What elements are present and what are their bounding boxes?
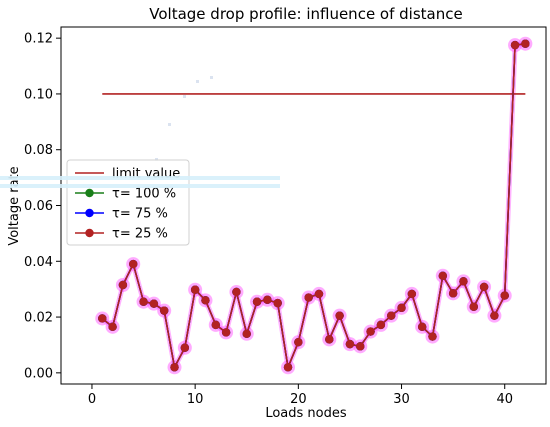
series-point (211, 320, 220, 330)
series-point (180, 343, 190, 352)
series-point (159, 306, 169, 315)
series-point (335, 311, 344, 320)
scan-artifact-dot (183, 95, 186, 98)
x-tick-label: 40 (496, 392, 513, 407)
scan-artifact-dot (196, 80, 199, 83)
y-tick-label: 0.02 (24, 311, 53, 326)
series-point (459, 277, 468, 286)
series-point (521, 39, 530, 48)
x-axis-label: Loads nodes (265, 406, 347, 421)
series-point (314, 289, 324, 299)
plot-area (95, 36, 533, 375)
series-point (417, 322, 427, 332)
legend-label: τ= 100 % (112, 187, 176, 202)
series-point (366, 327, 375, 336)
y-tick-label: 0.00 (24, 366, 53, 381)
series-point (232, 287, 241, 297)
series-point (118, 280, 128, 290)
scan-artifact-band (0, 176, 280, 180)
series-point (201, 296, 210, 305)
series-point (108, 322, 117, 332)
y-tick-label: 0.06 (24, 199, 53, 214)
x-axis: 0 10 20 30 40 (88, 384, 513, 407)
series-point (242, 329, 251, 338)
series-point (325, 335, 334, 344)
legend-swatch-marker (85, 208, 94, 218)
series-point (510, 40, 520, 50)
x-tick-label: 0 (88, 392, 96, 407)
series-point (387, 311, 396, 320)
series-point (407, 289, 417, 299)
legend-label: τ= 75 % (112, 207, 168, 222)
legend-swatch-marker (85, 228, 94, 238)
series-point (490, 311, 499, 320)
series-point (438, 271, 448, 280)
y-axis: 0.00 0.02 0.04 0.06 0.08 0.10 0.12 (24, 32, 61, 381)
series-point (139, 297, 148, 306)
series-point (397, 303, 406, 313)
series-point (273, 298, 282, 308)
series-point (170, 363, 179, 372)
scan-artifact-dot (210, 76, 213, 79)
series-point (356, 342, 365, 351)
x-tick-label: 30 (393, 392, 410, 407)
series-point (376, 320, 386, 330)
x-tick-label: 10 (187, 392, 204, 407)
series-point (428, 332, 437, 341)
series-point (221, 328, 231, 337)
series-point (283, 363, 293, 372)
legend-box (66, 159, 190, 246)
series-point (448, 289, 458, 298)
series-point (252, 297, 262, 306)
series-point (129, 259, 138, 269)
y-tick-label: 0.10 (24, 87, 53, 102)
series-point (149, 299, 159, 308)
x-tick-label: 20 (290, 392, 307, 407)
series-point (263, 295, 272, 304)
series-point (479, 282, 489, 292)
scan-artifact-dot (168, 123, 171, 126)
series-point (190, 285, 200, 294)
legend-label: τ= 25 % (112, 227, 168, 242)
series-point (345, 339, 355, 349)
y-tick-label: 0.08 (24, 143, 53, 158)
series-point (294, 337, 303, 347)
series-point (469, 302, 478, 311)
series-point (500, 291, 509, 300)
y-tick-label: 0.12 (24, 32, 53, 47)
y-tick-label: 0.04 (24, 255, 53, 270)
legend-swatch-marker (85, 188, 94, 198)
scan-artifact-band (0, 184, 280, 188)
series-point (304, 293, 313, 302)
series-point (98, 314, 107, 323)
chart-title: Voltage drop profile: influence of dista… (149, 5, 462, 23)
